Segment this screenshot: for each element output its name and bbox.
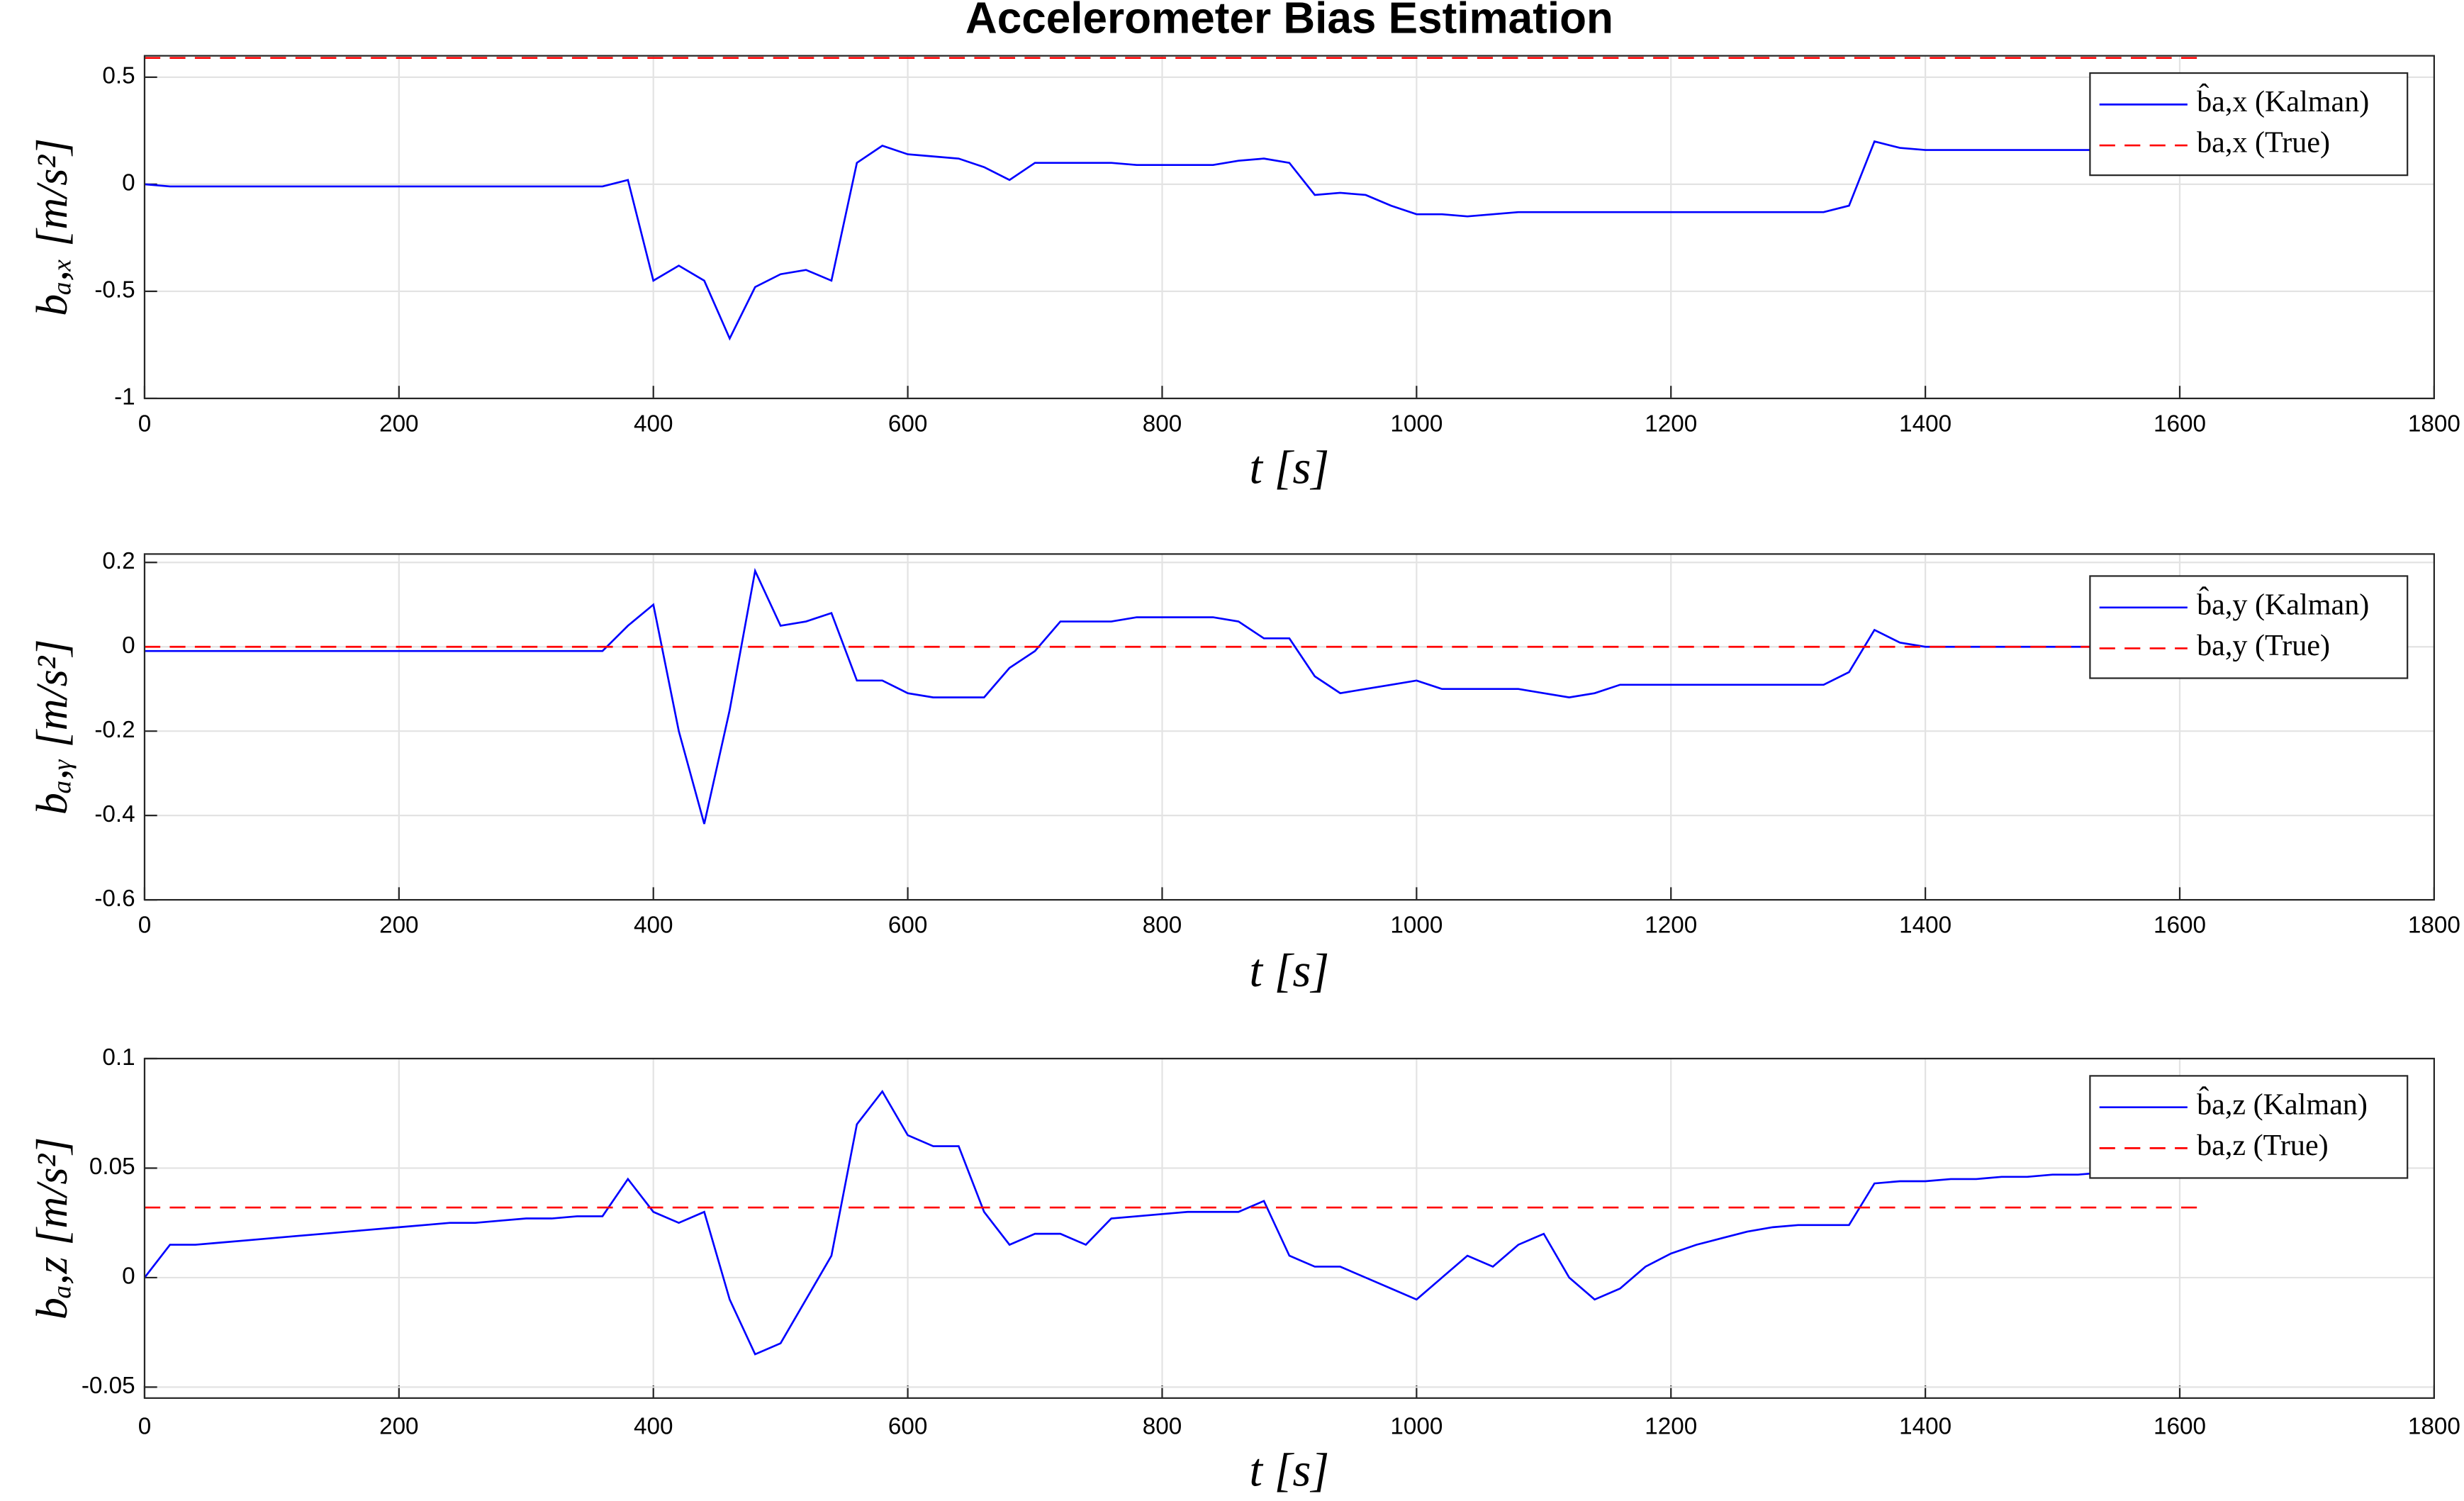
x-tick-label: 1800: [2408, 411, 2460, 437]
legend-box: [2089, 575, 2409, 679]
x-tick-label: 1200: [1645, 411, 1697, 437]
axes-box: [143, 1057, 2435, 1399]
x-tick-label: 200: [379, 411, 418, 437]
legend-label: b̂a,y (Kalman): [2197, 586, 2369, 622]
x-tick-label: 1000: [1390, 913, 1443, 939]
x-tick-label: 0: [138, 1414, 152, 1440]
axes-box: [143, 55, 2435, 400]
y-tick-label: 0.5: [102, 63, 135, 89]
y-tick-label: 0: [122, 632, 135, 659]
x-axis-label: t [s]: [1250, 1445, 1330, 1497]
x-tick-label: 1200: [1645, 913, 1697, 939]
x-tick-label: 400: [634, 913, 673, 939]
legend-label: ba,y (True): [2197, 629, 2330, 662]
axes-box: [143, 553, 2435, 901]
legend-box: [2089, 1075, 2409, 1179]
plot-area: [144, 1059, 2434, 1398]
y-tick-label: 0: [122, 1263, 135, 1290]
legend-box: [2089, 72, 2409, 177]
y-tick-label: 0.2: [102, 548, 135, 574]
x-axis-label: t [s]: [1250, 945, 1330, 997]
chart-title: Accelerometer Bias Estimation: [965, 0, 1613, 43]
legend-label: ba,z (True): [2197, 1129, 2329, 1162]
x-axis-label: t [s]: [1250, 442, 1330, 493]
x-tick-label: 1600: [2154, 411, 2206, 437]
y-tick-label: -1: [114, 384, 135, 411]
y-tick-label: -0.6: [94, 886, 135, 912]
x-tick-label: 400: [634, 411, 673, 437]
legend-label: b̂a,x (Kalman): [2197, 83, 2369, 118]
y-tick-label: -0.2: [94, 717, 135, 743]
y-axis-label: bₐ,z [m/s²]: [28, 1137, 77, 1320]
data-line: [144, 140, 2180, 341]
x-tick-label: 0: [138, 913, 152, 939]
x-tick-label: 1400: [1899, 411, 1951, 437]
x-tick-label: 1400: [1899, 1414, 1951, 1440]
legend-label: ba,x (True): [2197, 126, 2330, 160]
x-tick-label: 600: [888, 913, 927, 939]
y-tick-label: 0.05: [89, 1154, 135, 1180]
x-tick-label: 600: [888, 1414, 927, 1440]
x-tick-label: 1600: [2154, 913, 2206, 939]
x-tick-label: 1200: [1645, 1414, 1697, 1440]
x-tick-label: 800: [1143, 411, 1182, 437]
x-tick-label: 1000: [1390, 1414, 1443, 1440]
x-tick-label: 200: [379, 1414, 418, 1440]
x-tick-label: 1800: [2408, 1414, 2460, 1440]
plot-area: [144, 55, 2434, 398]
y-axis-label: bₐ,ₓ [m/s²]: [28, 138, 77, 316]
x-tick-label: 1600: [2154, 1414, 2206, 1440]
x-tick-label: 800: [1143, 913, 1182, 939]
y-tick-label: -0.4: [94, 801, 135, 827]
x-tick-label: 0: [138, 411, 152, 437]
plot-area: [144, 554, 2434, 900]
x-tick-label: 600: [888, 411, 927, 437]
legend-label: b̂a,z (Kalman): [2197, 1086, 2368, 1122]
x-tick-label: 1400: [1899, 913, 1951, 939]
data-line: [143, 1089, 2180, 1356]
x-tick-label: 800: [1143, 1414, 1182, 1440]
y-axis-label: bₐ,ᵧ [m/s²]: [28, 639, 77, 815]
x-tick-label: 400: [634, 1414, 673, 1440]
data-line: [144, 567, 2180, 825]
y-tick-label: 0.1: [102, 1044, 135, 1071]
x-tick-label: 1000: [1390, 411, 1443, 437]
y-tick-label: 0: [122, 170, 135, 196]
y-tick-label: -0.5: [94, 277, 135, 303]
y-tick-label: -0.05: [82, 1373, 135, 1399]
x-tick-label: 200: [379, 913, 418, 939]
x-tick-label: 1800: [2408, 913, 2460, 939]
